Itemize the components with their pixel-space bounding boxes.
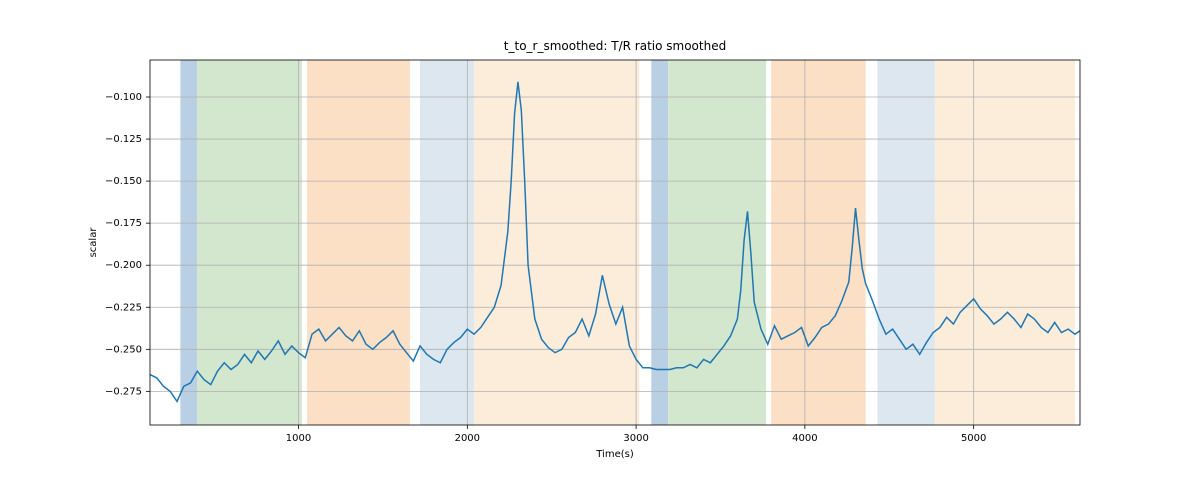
chart-title: t_to_r_smoothed: T/R ratio smoothed <box>504 39 726 53</box>
phase-band-4 <box>474 60 639 425</box>
phase-band-6 <box>668 60 766 425</box>
ytick-label: −0.175 <box>105 218 142 229</box>
ytick-label: −0.200 <box>105 260 142 271</box>
phase-band-5 <box>651 60 668 425</box>
xtick-label: 3000 <box>623 433 648 444</box>
xtick-label: 4000 <box>792 433 817 444</box>
ytick-label: −0.150 <box>105 176 142 187</box>
chart-svg: 1000 2000 3000 4000 5000 −0.275 −0.250 −0.225 −0… <box>0 0 1200 500</box>
xtick-label: 1000 <box>286 433 311 444</box>
phase-band-9 <box>935 60 1075 425</box>
ytick-label: −0.125 <box>105 134 142 145</box>
phase-band-3 <box>420 60 474 425</box>
xtick-label: 5000 <box>961 433 986 444</box>
chart-container: 1000 2000 3000 4000 5000 −0.275 −0.250 −0.225 −0… <box>0 0 1200 500</box>
y-axis-label: scalar <box>88 227 99 258</box>
phase-band-2 <box>307 60 410 425</box>
phase-band-8 <box>877 60 934 425</box>
x-axis-label: Time(s) <box>595 449 634 460</box>
xtick-label: 2000 <box>455 433 480 444</box>
ytick-label: −0.225 <box>105 302 142 313</box>
phase-band-1 <box>197 60 302 425</box>
ytick-label: −0.100 <box>105 92 142 103</box>
phase-band-7 <box>771 60 866 425</box>
ytick-label: −0.250 <box>105 344 142 355</box>
phase-band-0 <box>180 60 197 425</box>
ytick-label: −0.275 <box>105 386 142 397</box>
